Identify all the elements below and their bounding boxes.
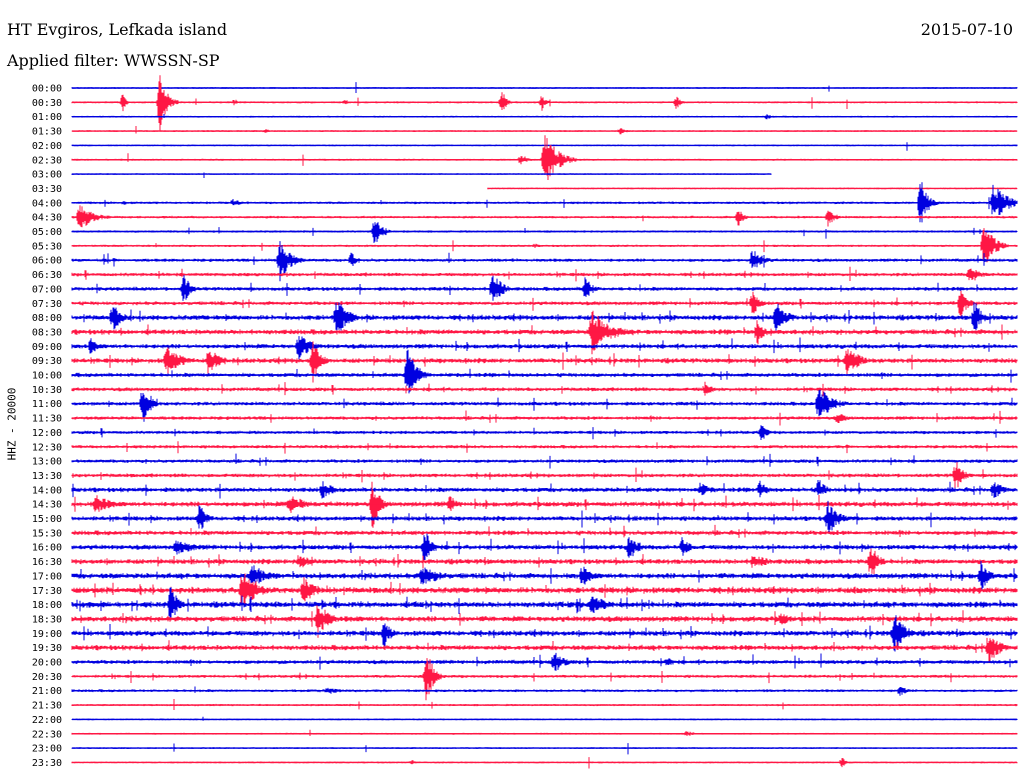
time-tick-label: 13:00 (32, 457, 62, 468)
time-tick-label: 18:30 (32, 614, 62, 625)
time-tick-label: 03:30 (32, 184, 62, 195)
time-tick-label: 17:00 (32, 571, 62, 582)
time-tick-label: 21:00 (32, 686, 62, 697)
time-tick-label: 11:00 (32, 399, 62, 410)
trace-line-0730 (71, 290, 1018, 318)
time-tick-label: 10:00 (32, 371, 62, 382)
trace-line-0130 (71, 126, 1018, 135)
time-tick-label: 04:00 (32, 198, 62, 209)
time-tick-label: 11:30 (32, 414, 62, 425)
time-tick-label: 04:30 (32, 213, 62, 224)
trace-line-1930 (71, 637, 1018, 664)
time-tick-label: 05:00 (32, 227, 62, 238)
time-tick-label: 08:00 (32, 313, 62, 324)
time-tick-label: 02:00 (32, 141, 62, 152)
trace-line-1530 (71, 524, 1018, 538)
time-tick-label: 20:30 (32, 672, 62, 683)
time-tick-label: 22:00 (32, 715, 62, 726)
time-tick-label: 19:00 (32, 629, 62, 640)
time-tick-label: 13:30 (32, 471, 62, 482)
time-tick-label: 07:30 (32, 299, 62, 310)
trace-line-0500 (71, 222, 1018, 243)
time-tick-label: 06:30 (32, 270, 62, 281)
time-tick-label: 22:30 (32, 729, 62, 740)
time-tick-label: 07:00 (32, 284, 62, 295)
time-tick-label: 09:30 (32, 356, 62, 367)
time-tick-label: 18:00 (32, 600, 62, 611)
time-tick-label: 00:00 (32, 84, 62, 95)
trace-line-2230 (71, 729, 1018, 736)
time-tick-label: 02:30 (32, 155, 62, 166)
time-tick-label: 15:00 (32, 514, 62, 525)
time-tick-label: 06:00 (32, 256, 62, 267)
time-tick-label: 08:30 (32, 327, 62, 338)
time-tick-label: 17:30 (32, 586, 62, 597)
trace-line-0230 (71, 135, 1018, 180)
time-tick-label: 00:30 (32, 98, 62, 109)
time-tick-label: 12:30 (32, 442, 62, 453)
trace-line-0700 (71, 275, 1018, 301)
time-tick-label: 01:30 (32, 127, 62, 138)
filter-label: Applied filter: WWSSN-SP (7, 51, 220, 70)
time-tick-label: 15:30 (32, 528, 62, 539)
station-title: HT Evgiros, Lefkada island (7, 20, 228, 39)
trace-line-0430 (71, 205, 1018, 228)
trace-line-0300 (71, 172, 772, 178)
time-tick-label: 23:00 (32, 744, 62, 755)
time-tick-label: 14:00 (32, 485, 62, 496)
trace-line-1230 (71, 441, 1018, 454)
trace-line-2030 (71, 658, 1018, 701)
time-tick-label: 16:30 (32, 557, 62, 568)
trace-line-0030 (71, 75, 1018, 131)
time-tick-label: 23:30 (32, 758, 62, 769)
time-tick-label: 03:00 (32, 170, 62, 181)
time-tick-label: 01:00 (32, 112, 62, 123)
date-label: 2015-07-10 (920, 20, 1013, 39)
time-tick-label: 10:30 (32, 385, 62, 396)
time-tick-label: 12:00 (32, 428, 62, 439)
time-tick-label: 14:30 (32, 500, 62, 511)
trace-line-0800 (71, 302, 1018, 331)
time-tick-label: 05:30 (32, 241, 62, 252)
trace-line-1800 (71, 587, 1018, 620)
time-tick-label: 21:30 (32, 701, 62, 712)
time-tick-label: 20:00 (32, 658, 62, 669)
time-tick-label: 19:30 (32, 643, 62, 654)
time-tick-label: 16:00 (32, 543, 62, 554)
time-tick-label: 09:00 (32, 342, 62, 353)
